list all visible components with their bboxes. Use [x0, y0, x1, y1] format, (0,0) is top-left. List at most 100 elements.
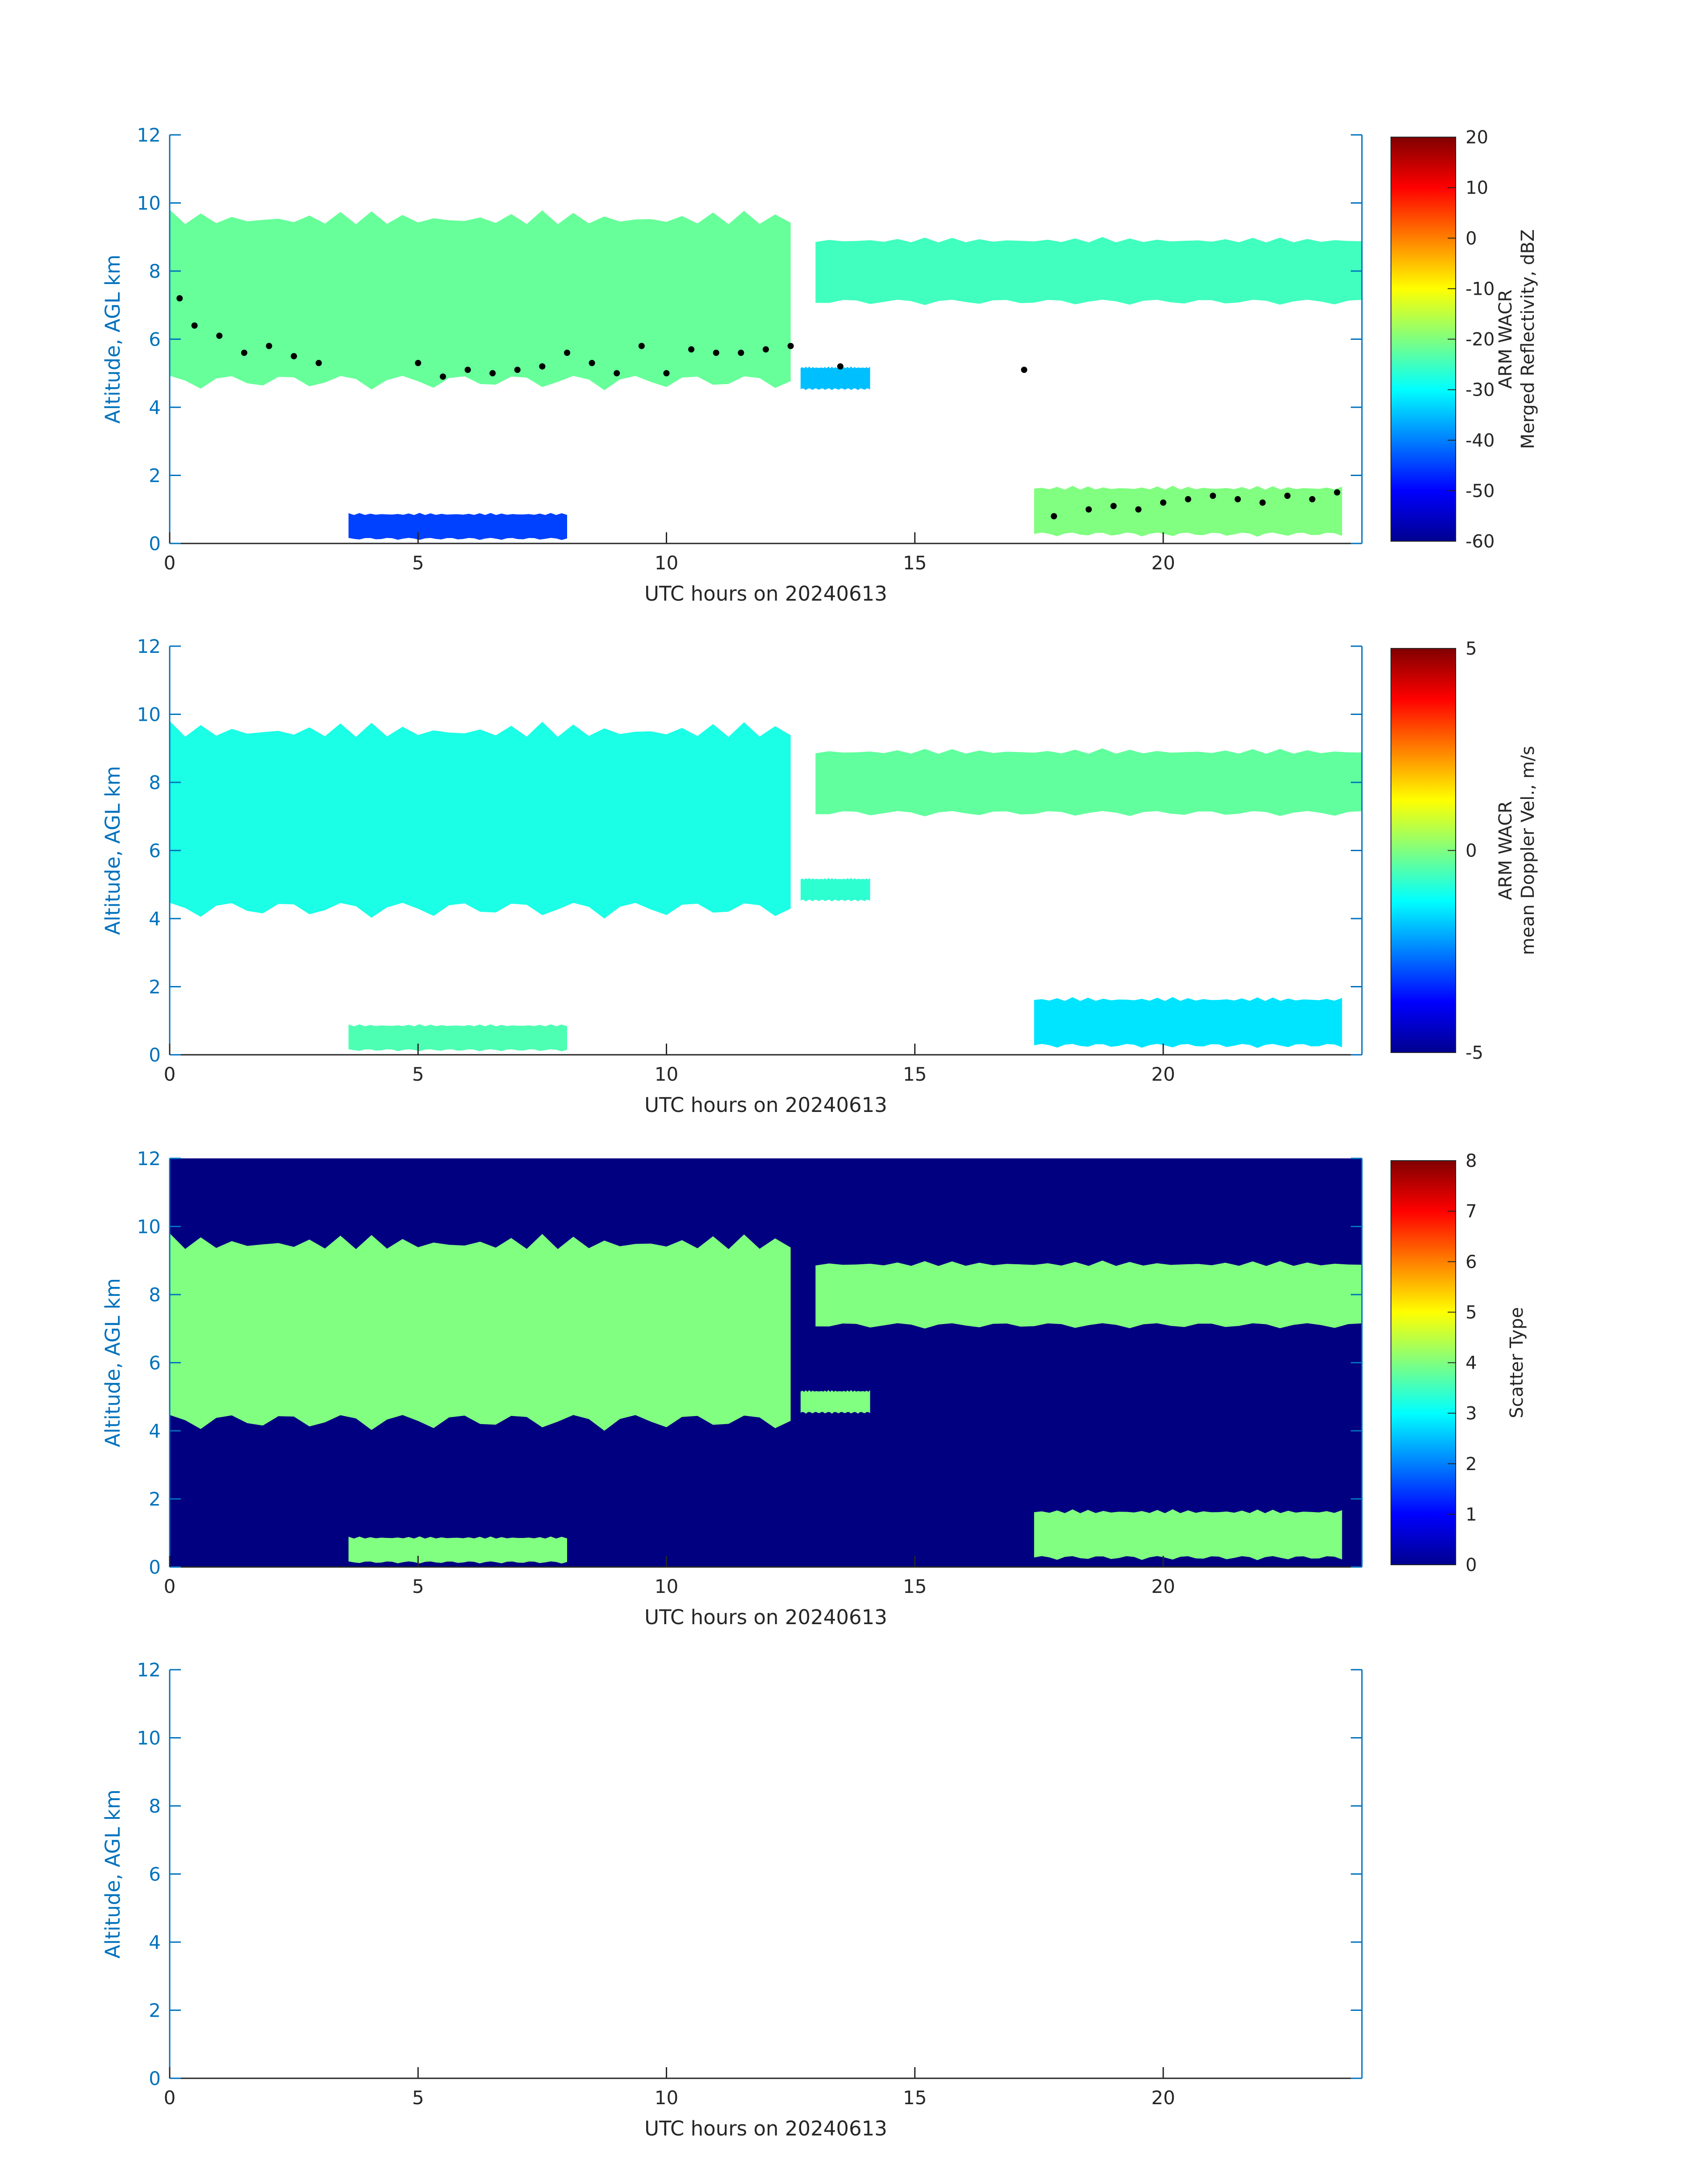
x-tick-label: 5 [412, 552, 424, 574]
cloud-base-point [713, 350, 719, 356]
colorbar-tick-label: 0 [1466, 1555, 1477, 1575]
cloud-base-point [1309, 496, 1315, 502]
cloud-base-point [1051, 513, 1057, 519]
cloud-layer [815, 237, 1362, 305]
y-tick-label: 6 [149, 840, 161, 862]
colorbar [1391, 648, 1456, 1053]
y-tick-label: 0 [149, 1556, 161, 1578]
cloud-base-point [589, 359, 595, 366]
x-tick-label: 20 [1151, 2087, 1175, 2109]
colorbar-tick-label: 1 [1466, 1504, 1477, 1525]
x-tick-label: 10 [655, 2087, 678, 2109]
y-tick-label: 2 [149, 465, 161, 487]
colorbar-tick-label: 2 [1466, 1454, 1477, 1475]
cloud-base-point [266, 343, 272, 349]
x-tick-label: 5 [412, 2087, 424, 2109]
x-axis-label: UTC hours on 20240613 [644, 1093, 887, 1117]
colorbar-tick-label: -30 [1466, 380, 1495, 401]
y-tick-label: 0 [149, 533, 161, 555]
x-tick-label: 15 [903, 1063, 927, 1085]
colorbar-tick-label: 20 [1466, 127, 1488, 148]
y-tick-label: 12 [137, 1148, 161, 1170]
cloud-base-point [464, 367, 471, 373]
cloud-base-point [564, 350, 570, 356]
cloud-layer [800, 366, 870, 390]
panel-doppler: 0 2 4 6 8 10 12 0 5 10 15 20 UTC hours on 20240613 Al… [101, 635, 1538, 1117]
colorbar-tick-label: 6 [1466, 1252, 1477, 1272]
cloud-base-point [1284, 493, 1291, 499]
cloud-base-point [1135, 506, 1142, 513]
colorbar-label: mean Doppler Vel., m/s [1518, 746, 1538, 955]
cloud-layer [815, 748, 1362, 816]
cloud-layer [800, 1390, 870, 1414]
cloud-base-point [315, 359, 322, 366]
y-tick-label: 6 [149, 1352, 161, 1374]
colorbar-tick-label: -60 [1466, 531, 1495, 552]
colorbar-tick-label: 10 [1466, 178, 1488, 198]
x-tick-label: 15 [903, 1575, 927, 1597]
colorbar-tick-label: -40 [1466, 430, 1495, 451]
y-tick-label: 4 [149, 1420, 161, 1442]
cloud-base-point [1160, 499, 1166, 506]
y-tick-label: 8 [149, 772, 161, 794]
cloud-layer [815, 1260, 1362, 1329]
y-tick-label: 0 [149, 1044, 161, 1066]
colorbar-tick-label: 0 [1466, 841, 1477, 861]
colorbar-label: ARM WACR [1495, 801, 1516, 900]
x-tick-label: 5 [412, 1575, 424, 1597]
cloud-base-point [1259, 499, 1266, 506]
cloud-base-point [216, 332, 223, 339]
y-tick-label: 8 [149, 1795, 161, 1817]
y-tick-label: 10 [137, 192, 161, 214]
panel-empty: 0 2 4 6 8 10 12 0 5 10 15 20 UTC hours on 20240613 Al… [101, 1659, 1363, 2140]
colorbar-tick-label: -20 [1466, 330, 1495, 350]
y-tick-label: 8 [149, 1284, 161, 1306]
x-tick-label: 0 [164, 552, 176, 574]
x-tick-label: 0 [164, 1063, 176, 1085]
cloud-base-point [1210, 493, 1216, 499]
cloud-base-point [415, 359, 422, 366]
colorbar-tick-label: -10 [1466, 279, 1495, 299]
cloud-base-point [489, 370, 496, 376]
cloud-layer [170, 721, 791, 919]
x-tick-label: 10 [655, 1063, 678, 1085]
y-tick-label: 8 [149, 260, 161, 282]
colorbar-tick-label: 5 [1466, 1302, 1477, 1323]
x-tick-label: 10 [655, 552, 678, 574]
y-tick-label: 4 [149, 397, 161, 418]
cloud-base-point [763, 346, 769, 353]
colorbar-tick-label: 7 [1466, 1201, 1477, 1222]
cloud-base-point [1185, 496, 1191, 502]
colorbar-tick-label: 8 [1466, 1151, 1477, 1171]
cloud-base-point [291, 353, 297, 359]
colorbar-tick-label: 4 [1466, 1353, 1477, 1374]
cloud-base-point [176, 295, 183, 301]
x-tick-label: 15 [903, 2087, 927, 2109]
y-axis-label: Altitude, AGL km [101, 766, 125, 935]
plot-area [170, 1670, 1362, 2078]
cloud-base-point [837, 363, 844, 370]
cloud-layer [1034, 485, 1342, 537]
y-tick-label: 12 [137, 1659, 161, 1681]
y-tick-label: 12 [137, 124, 161, 146]
x-tick-label: 10 [655, 1575, 678, 1597]
x-axis-label: UTC hours on 20240613 [644, 582, 887, 606]
cloud-base-point [1086, 506, 1092, 513]
cloud-base-point [241, 350, 247, 356]
cloud-base-point [1110, 503, 1117, 510]
colorbar-tick-label: -50 [1466, 481, 1495, 501]
x-tick-label: 5 [412, 1063, 424, 1085]
y-tick-label: 0 [149, 2068, 161, 2089]
y-tick-label: 6 [149, 1864, 161, 1885]
cloud-base-point [1234, 496, 1241, 502]
cloud-layer [348, 513, 567, 540]
cloud-layer [800, 877, 870, 902]
cloud-layer [170, 209, 791, 390]
y-tick-label: 2 [149, 1488, 161, 1510]
colorbar-tick-label: 5 [1466, 639, 1477, 659]
x-axis-label: UTC hours on 20240613 [644, 1605, 887, 1629]
x-tick-label: 0 [164, 1575, 176, 1597]
cloud-base-point [663, 370, 670, 376]
cloud-base-point [738, 350, 744, 356]
